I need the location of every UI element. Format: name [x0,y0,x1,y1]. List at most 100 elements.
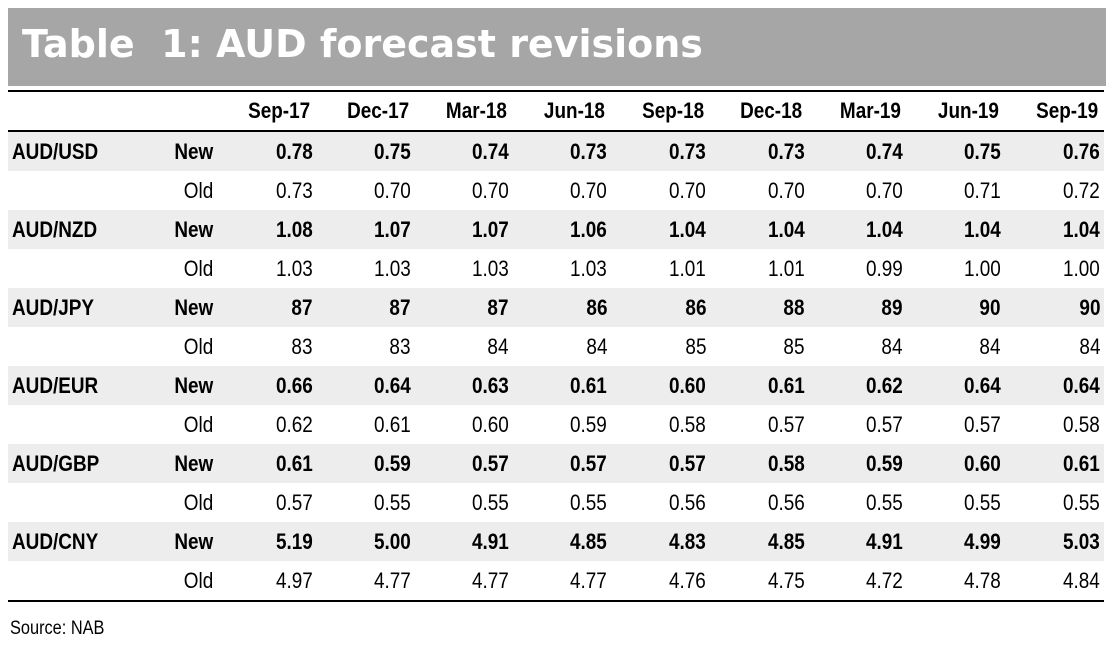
forecast-value-cell: 1.03 [512,249,612,288]
table-row: Old 1.03 1.03 1.03 1.03 1.01 1.01 0.99 1.00 1.00 [8,249,1104,288]
forecast-table: Sep-17 Dec-17 Mar-18 Jun-18 Sep-18 Dec-1… [8,90,1104,602]
forecast-value-cell: 0.56 [611,483,711,522]
forecast-value-cell: 0.64 [1004,366,1104,405]
forecast-value-cell: 86 [611,288,711,327]
forecast-value-cell: 4.76 [611,561,711,601]
table-row: Old 0.73 0.70 0.70 0.70 0.70 0.70 0.70 0.71 0.72 [8,171,1104,210]
forecast-value-cell: 0.55 [512,483,612,522]
forecast-value-cell: 4.75 [710,561,809,601]
currency-pair-label [8,171,114,210]
forecast-value-cell: 85 [710,327,809,366]
forecast-value-cell: 0.74 [808,131,907,171]
column-header: Mar-19 [839,98,901,123]
forecast-value-cell: 4.85 [512,522,612,561]
forecast-value-cell: 0.59 [808,444,907,483]
forecast-value-cell: 0.60 [906,444,1005,483]
forecast-kind-label: Old [113,405,218,444]
currency-pair-label [8,327,114,366]
forecast-kind-label: Old [113,171,218,210]
forecast-value-cell: 0.55 [1004,483,1104,522]
table-row: AUD/EUR New 0.66 0.64 0.63 0.61 0.60 0.61 0.62 0.… [8,366,1104,405]
forecast-value-cell: 0.59 [316,444,415,483]
table-body: AUD/USD New 0.78 0.75 0.74 0.73 0.73 0.73 0.74 0.… [8,131,1104,601]
forecast-value-cell: 0.75 [316,131,415,171]
forecast-value-cell: 4.91 [414,522,513,561]
forecast-kind-label: Old [113,327,218,366]
forecast-value-cell: 0.61 [316,405,415,444]
forecast-value-cell: 0.61 [1004,444,1104,483]
forecast-value-cell: 0.60 [414,405,513,444]
forecast-value-cell: 0.55 [414,483,513,522]
table-row: AUD/USD New 0.78 0.75 0.74 0.73 0.73 0.73 0.74 0.… [8,131,1104,171]
forecast-value-cell: 0.61 [710,366,809,405]
forecast-value-cell: 4.99 [906,522,1005,561]
forecast-value-cell: 84 [808,327,907,366]
forecast-value-cell: 4.85 [710,522,809,561]
forecast-value-cell: 0.70 [512,171,612,210]
forecast-value-cell: 0.70 [808,171,907,210]
forecast-value-cell: 1.06 [512,210,612,249]
column-header: Dec-17 [346,98,409,123]
table-row: AUD/JPY New 87 87 87 86 86 88 89 90 90 [8,288,1104,327]
forecast-value-cell: 0.73 [512,131,612,171]
forecast-value-cell: 83 [316,327,415,366]
forecast-value-cell: 4.91 [808,522,907,561]
forecast-value-cell: 0.70 [316,171,415,210]
forecast-value-cell: 0.76 [1004,131,1104,171]
table-row: AUD/CNY New 5.19 5.00 4.91 4.85 4.83 4.85 4.91 4.… [8,522,1104,561]
forecast-value-cell: 1.04 [710,210,809,249]
forecast-kind-label: New [113,288,218,327]
forecast-value-cell: 0.71 [906,171,1005,210]
forecast-value-cell: 0.70 [710,171,809,210]
currency-pair-label [8,405,114,444]
forecast-value-cell: 0.64 [316,366,415,405]
currency-pair-label: AUD/JPY [8,288,114,327]
forecast-value-cell: 87 [217,288,317,327]
table-title: Table 1: AUD forecast revisions [22,22,703,66]
column-header: Jun-19 [937,98,999,123]
table-row: AUD/NZD New 1.08 1.07 1.07 1.06 1.04 1.04 1.04 1.… [8,210,1104,249]
forecast-value-cell: 4.78 [906,561,1005,601]
forecast-value-cell: 0.63 [414,366,513,405]
forecast-value-cell: 1.07 [316,210,415,249]
forecast-value-cell: 90 [1004,288,1104,327]
table-row: AUD/GBP New 0.61 0.59 0.57 0.57 0.57 0.58 0.59 0.… [8,444,1104,483]
forecast-value-cell: 0.61 [512,366,612,405]
forecast-value-cell: 0.57 [512,444,612,483]
forecast-value-cell: 0.56 [710,483,809,522]
forecast-value-cell: 0.73 [710,131,809,171]
column-header: Dec-18 [740,98,803,123]
forecast-value-cell: 4.97 [217,561,317,601]
forecast-value-cell: 0.64 [906,366,1005,405]
forecast-value-cell: 0.58 [1004,405,1104,444]
forecast-value-cell: 84 [906,327,1005,366]
forecast-value-cell: 4.77 [512,561,612,601]
forecast-value-cell: 1.00 [906,249,1005,288]
forecast-value-cell: 89 [808,288,907,327]
forecast-value-cell: 1.04 [1004,210,1104,249]
forecast-value-cell: 4.84 [1004,561,1104,601]
header-blank [113,91,217,131]
forecast-kind-label: New [113,366,218,405]
forecast-value-cell: 90 [906,288,1005,327]
forecast-value-cell: 4.77 [414,561,513,601]
forecast-value-cell: 0.57 [906,405,1005,444]
forecast-value-cell: 84 [414,327,513,366]
forecast-value-cell: 83 [217,327,317,366]
forecast-value-cell: 5.03 [1004,522,1104,561]
forecast-value-cell: 88 [710,288,809,327]
forecast-value-cell: 1.04 [808,210,907,249]
forecast-value-cell: 0.72 [1004,171,1104,210]
forecast-value-cell: 84 [512,327,612,366]
forecast-value-cell: 0.57 [611,444,711,483]
forecast-value-cell: 1.01 [710,249,809,288]
forecast-value-cell: 0.74 [414,131,513,171]
currency-pair-label: AUD/CNY [8,522,114,561]
forecast-kind-label: New [113,131,218,171]
forecast-value-cell: 0.55 [808,483,907,522]
forecast-value-cell: 85 [611,327,711,366]
table-row: Old 0.57 0.55 0.55 0.55 0.56 0.56 0.55 0.55 0.55 [8,483,1104,522]
forecast-value-cell: 1.04 [906,210,1005,249]
forecast-value-cell: 0.58 [611,405,711,444]
currency-pair-label: AUD/GBP [8,444,114,483]
